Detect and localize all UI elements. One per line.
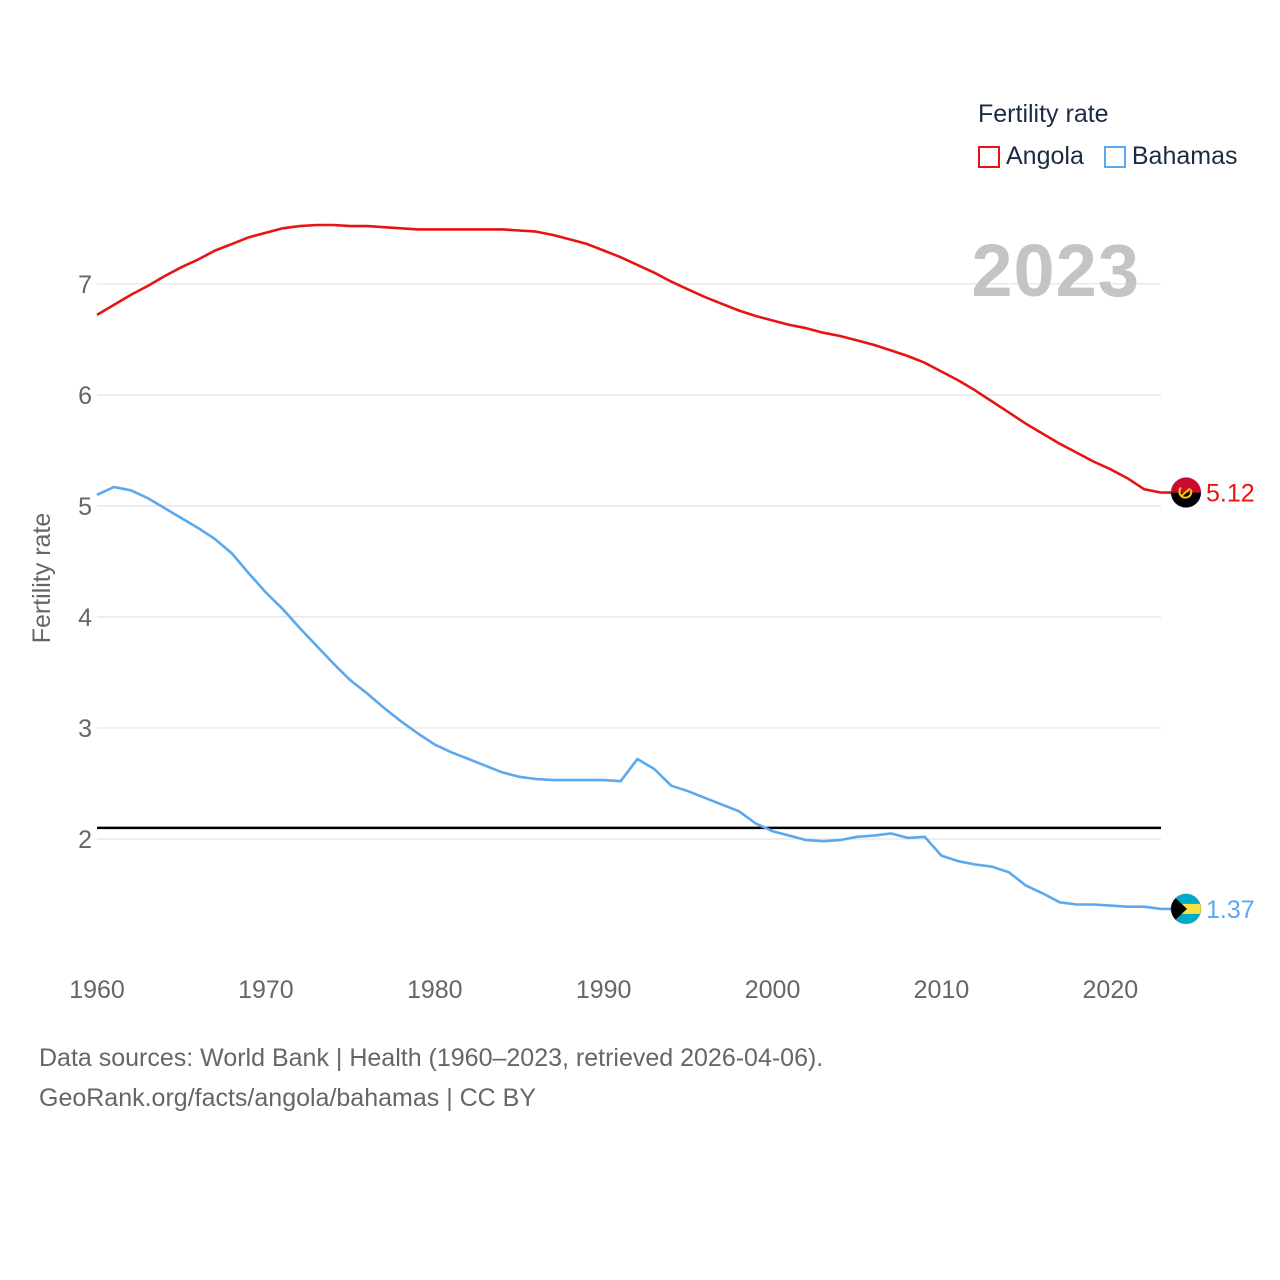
footer-attribution[interactable]: GeoRank.org/facts/angola/bahamas | CC BY <box>39 1084 537 1112</box>
legend-swatch-bahamas <box>1103 145 1126 168</box>
y-tick-label-5: 5 <box>78 493 92 521</box>
end-value-label-bahamas: 1.37 <box>1206 896 1255 924</box>
series-line-angola <box>96 223 1162 494</box>
x-tick-label-2020: 2020 <box>1083 976 1139 1004</box>
footer-sources: Data sources: World Bank | Health (1960–… <box>39 1044 824 1072</box>
flag-bahamas-icon <box>1170 893 1202 925</box>
y-axis-label: Fertility rate <box>28 513 56 644</box>
end-markers: 5.12 1.37 <box>1161 477 1255 925</box>
legend-item-angola[interactable]: Angola <box>978 142 1084 171</box>
flag-angola-icon <box>1170 477 1202 509</box>
legend: Angola Bahamas <box>978 142 1257 171</box>
series-lines <box>96 223 1162 911</box>
y-tick-label-3: 3 <box>78 715 92 743</box>
legend-title: Fertility rate <box>978 100 1109 128</box>
x-tick-label-1980: 1980 <box>407 976 463 1004</box>
legend-label-angola: Angola <box>1006 142 1084 170</box>
x-tick-label-1960: 1960 <box>69 976 125 1004</box>
legend-swatch-angola <box>978 145 1000 168</box>
y-tick-label-7: 7 <box>78 271 92 299</box>
y-axis-ticks: 2 3 4 5 6 7 <box>78 271 92 854</box>
legend-label-bahamas: Bahamas <box>1131 142 1238 170</box>
y-tick-label-4: 4 <box>78 604 92 632</box>
y-tick-label-2: 2 <box>78 826 92 854</box>
end-value-label-angola: 5.12 <box>1206 480 1255 508</box>
x-tick-label-2010: 2010 <box>914 976 970 1004</box>
gridlines <box>97 283 1161 840</box>
legend-item-bahamas[interactable]: Bahamas <box>1103 142 1238 171</box>
year-label: 2023 <box>971 229 1140 312</box>
x-tick-label-1970: 1970 <box>238 976 294 1004</box>
x-tick-label-2000: 2000 <box>745 976 801 1004</box>
x-axis-ticks: 1960 1970 1980 1990 2000 2010 2020 <box>69 976 1138 1004</box>
y-tick-label-6: 6 <box>78 382 92 410</box>
series-line-bahamas <box>96 485 1162 911</box>
x-tick-label-1990: 1990 <box>576 976 632 1004</box>
